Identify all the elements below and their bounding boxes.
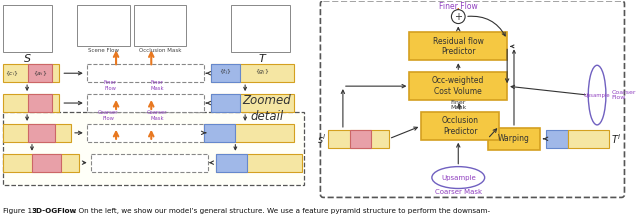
Bar — [211, 94, 240, 112]
Bar — [421, 112, 499, 140]
Text: $\{a_i\}$: $\{a_i\}$ — [33, 69, 47, 78]
Bar — [211, 64, 240, 82]
Text: +: + — [454, 12, 462, 22]
Bar — [87, 64, 204, 82]
Ellipse shape — [432, 167, 484, 189]
Bar — [211, 94, 294, 112]
Text: $s^l$: $s^l$ — [317, 132, 326, 146]
Bar — [410, 33, 507, 60]
Bar — [87, 124, 204, 142]
Text: $\{t_j\}$: $\{t_j\}$ — [219, 68, 232, 78]
Text: Zoomed
detail: Zoomed detail — [243, 94, 291, 123]
Bar — [410, 72, 507, 100]
Text: . On the left, we show our model’s general structure. We use a feature pyramid s: . On the left, we show our model’s gener… — [74, 208, 490, 214]
Bar — [488, 128, 540, 150]
Ellipse shape — [588, 65, 606, 125]
Bar — [3, 94, 60, 112]
FancyBboxPatch shape — [321, 1, 625, 197]
Bar — [32, 154, 61, 172]
Text: Finer
Mask: Finer Mask — [150, 80, 164, 91]
Text: Occlusion
Predictor: Occlusion Predictor — [442, 116, 479, 136]
Bar — [3, 5, 52, 52]
Text: $T^l$: $T^l$ — [611, 132, 621, 146]
Text: $\{c_i\}$: $\{c_i\}$ — [6, 69, 19, 78]
Text: Residual flow
Predictor: Residual flow Predictor — [433, 37, 484, 56]
Bar — [28, 94, 52, 112]
Bar — [568, 130, 609, 148]
Bar — [216, 154, 302, 172]
Text: Upsample: Upsample — [584, 93, 611, 98]
Bar — [328, 130, 389, 148]
Text: Warping: Warping — [498, 134, 530, 143]
Bar — [349, 130, 371, 148]
Text: Coarser Mask: Coarser Mask — [435, 189, 482, 196]
Text: $S$: $S$ — [23, 52, 31, 64]
Text: Occ-weighted
Cost Volume: Occ-weighted Cost Volume — [432, 76, 484, 96]
Text: Figure 1:: Figure 1: — [3, 208, 36, 214]
Text: Occlusion Mask: Occlusion Mask — [139, 48, 181, 53]
Bar — [216, 154, 247, 172]
Bar — [87, 94, 204, 112]
Bar — [134, 5, 186, 46]
Text: Coarser
Flow: Coarser Flow — [98, 110, 118, 121]
Bar — [28, 124, 56, 142]
Bar — [3, 154, 79, 172]
Text: $\{g_j\}$: $\{g_j\}$ — [255, 68, 270, 78]
Bar — [77, 5, 130, 46]
Bar — [91, 154, 208, 172]
Bar — [3, 124, 71, 142]
Text: Finer
Mask: Finer Mask — [450, 100, 467, 110]
Text: Finer
Flow: Finer Flow — [104, 80, 116, 91]
Text: Scene Flow: Scene Flow — [88, 48, 119, 53]
Bar — [28, 64, 52, 82]
Text: Coarser
Flow: Coarser Flow — [612, 90, 636, 100]
Text: Finer Flow: Finer Flow — [439, 2, 477, 11]
Text: $T$: $T$ — [258, 52, 268, 64]
Bar — [211, 64, 294, 82]
Bar — [204, 124, 236, 142]
Text: 3D-OGFlow: 3D-OGFlow — [32, 208, 77, 214]
Bar — [232, 5, 290, 52]
Bar — [3, 112, 304, 184]
Bar — [204, 124, 294, 142]
Text: Upsample: Upsample — [441, 174, 476, 181]
Text: Coarser
Mask: Coarser Mask — [147, 110, 168, 121]
Bar — [547, 130, 568, 148]
Bar — [3, 64, 60, 82]
Ellipse shape — [451, 10, 465, 24]
